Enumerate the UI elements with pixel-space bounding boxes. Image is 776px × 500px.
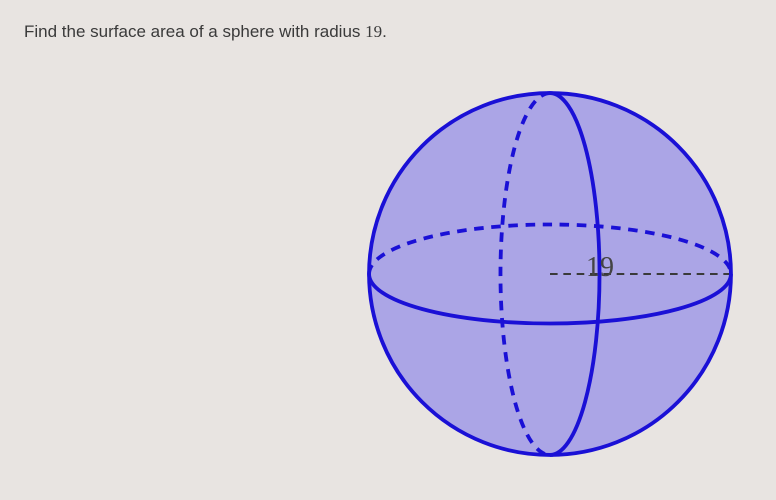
sphere-diagram [350,74,750,474]
question-suffix: . [382,22,387,41]
question-radius: 19 [365,22,382,41]
question-text: Find the surface area of a sphere with r… [24,22,387,42]
question-prefix: Find the surface area of a sphere with r… [24,22,365,41]
